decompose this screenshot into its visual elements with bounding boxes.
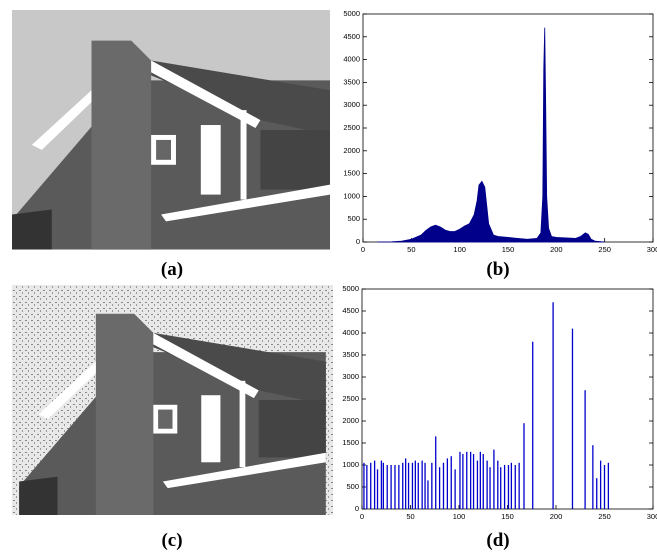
y-tick-label: 5000	[342, 284, 359, 293]
x-tick-label: 0	[360, 512, 364, 521]
y-tick-label: 1500	[342, 438, 359, 447]
histogram-area	[377, 27, 605, 243]
y-tick-label: 0	[356, 237, 360, 246]
y-tick-label: 500	[346, 482, 359, 491]
plot-frame	[362, 13, 654, 243]
x-tick-label: 150	[502, 245, 515, 254]
y-tick-label: 1500	[343, 169, 360, 178]
y-tick-label: 3500	[342, 350, 359, 359]
image-a	[12, 10, 330, 250]
y-tick-label: 4000	[342, 328, 359, 337]
y-tick-label: 1000	[343, 191, 360, 200]
y-tick-label: 500	[347, 214, 360, 223]
x-tick-label: 250	[598, 512, 611, 521]
caption: (c)	[161, 530, 182, 551]
x-tick-label: 300	[647, 512, 657, 521]
x-tick-label: 200	[550, 512, 563, 521]
y-tick-label: 3000	[343, 100, 360, 109]
y-tick-label: 2500	[342, 394, 359, 403]
y-tick-label: 4500	[342, 306, 359, 315]
image-c	[12, 285, 333, 515]
y-tick-label: 2000	[343, 146, 360, 155]
x-tick-label: 50	[407, 245, 415, 254]
y-tick-label: 3500	[343, 77, 360, 86]
x-tick-label: 150	[501, 512, 514, 521]
y-tick-label: 0	[355, 504, 359, 513]
x-tick-label: 50	[406, 512, 414, 521]
y-tick-label: 1000	[342, 460, 359, 469]
x-tick-label: 100	[453, 512, 466, 521]
y-tick-label: 2000	[342, 416, 359, 425]
caption: (d)	[486, 530, 509, 551]
x-tick-label: 200	[550, 245, 563, 254]
x-tick-label: 250	[598, 245, 611, 254]
y-tick-label: 3000	[342, 372, 359, 381]
y-tick-label: 4500	[343, 32, 360, 41]
y-tick-label: 2500	[343, 123, 360, 132]
y-tick-label: 4000	[343, 55, 360, 64]
y-tick-label: 5000	[343, 9, 360, 18]
caption: (a)	[161, 259, 183, 280]
x-tick-label: 0	[361, 245, 365, 254]
x-tick-label: 100	[453, 245, 466, 254]
x-tick-label: 300	[647, 245, 657, 254]
caption: (b)	[486, 259, 509, 280]
